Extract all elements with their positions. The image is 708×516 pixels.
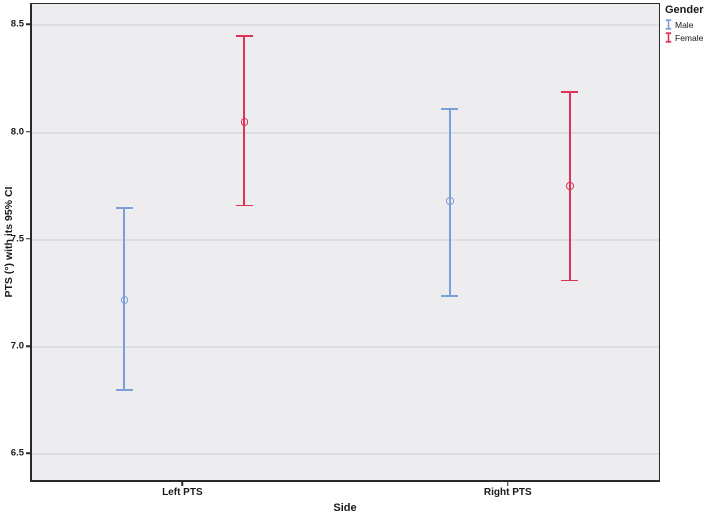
gridline xyxy=(32,24,659,27)
ci-line xyxy=(448,109,451,296)
ci-cap-top xyxy=(235,35,253,38)
legend-title: Gender xyxy=(665,4,704,16)
y-tick-label: 8.0 xyxy=(10,126,24,138)
y-tick-mark xyxy=(26,238,30,240)
errorbar-female-left-pts xyxy=(32,4,659,480)
y-tick-mark xyxy=(26,130,30,133)
ci-cap-top xyxy=(561,91,579,93)
gridline xyxy=(32,131,659,134)
ci-cap-bottom xyxy=(441,294,459,297)
ci-cap-bottom xyxy=(561,279,579,282)
x-tick-label-right-pts: Right PTS xyxy=(483,487,532,498)
y-tick-label: 7.5 xyxy=(10,233,24,245)
errorbar-male-right-pts xyxy=(32,4,659,480)
y-tick-mark xyxy=(26,452,30,455)
gridline xyxy=(32,346,659,349)
ci-cap-bottom xyxy=(235,204,253,207)
errorbar-icon xyxy=(665,19,672,30)
y-tick-label: 6.5 xyxy=(10,447,24,459)
errorbar-female-right-pts xyxy=(32,4,659,480)
ci-cap-top xyxy=(115,206,133,209)
y-axis-tick-labels: 6.5 7.0 7.5 8.0 8.5 xyxy=(0,3,28,482)
x-tick-mark xyxy=(507,481,509,486)
y-tick-mark xyxy=(26,345,30,347)
legend-item-label: Male xyxy=(675,19,694,30)
ci-cap-bottom xyxy=(115,389,133,391)
plot-area xyxy=(30,3,660,482)
errorbar-male-left-pts xyxy=(32,4,659,480)
y-tick-mark xyxy=(26,23,30,26)
mean-marker xyxy=(120,296,129,304)
mean-marker xyxy=(240,118,249,126)
x-axis-tick-labels: Left PTS Right PTS xyxy=(30,487,660,501)
ci-line xyxy=(568,91,571,281)
y-axis-tick-marks xyxy=(26,3,30,482)
errorbar-icon xyxy=(665,32,672,43)
mean-marker xyxy=(445,197,454,206)
x-tick-label-left-pts: Left PTS xyxy=(162,487,203,498)
ci-cap-top xyxy=(441,108,459,110)
legend-item-male: Male xyxy=(665,19,708,30)
x-axis-tick-marks xyxy=(30,481,660,487)
x-tick-mark xyxy=(181,481,184,486)
legend-items: Male Female xyxy=(665,19,708,43)
ci-line xyxy=(123,207,126,390)
mean-marker xyxy=(565,182,574,191)
legend-item-female: Female xyxy=(665,32,708,43)
x-axis-title: Side xyxy=(333,502,357,514)
y-tick-label: 7.0 xyxy=(10,340,24,352)
gridline xyxy=(32,453,659,456)
y-tick-label: 8.5 xyxy=(10,18,24,30)
gridline xyxy=(32,238,659,241)
plot-canvas xyxy=(32,4,659,480)
legend-item-label: Female xyxy=(675,32,704,43)
legend: Gender Male Female xyxy=(665,4,708,45)
ci-line xyxy=(243,36,246,206)
